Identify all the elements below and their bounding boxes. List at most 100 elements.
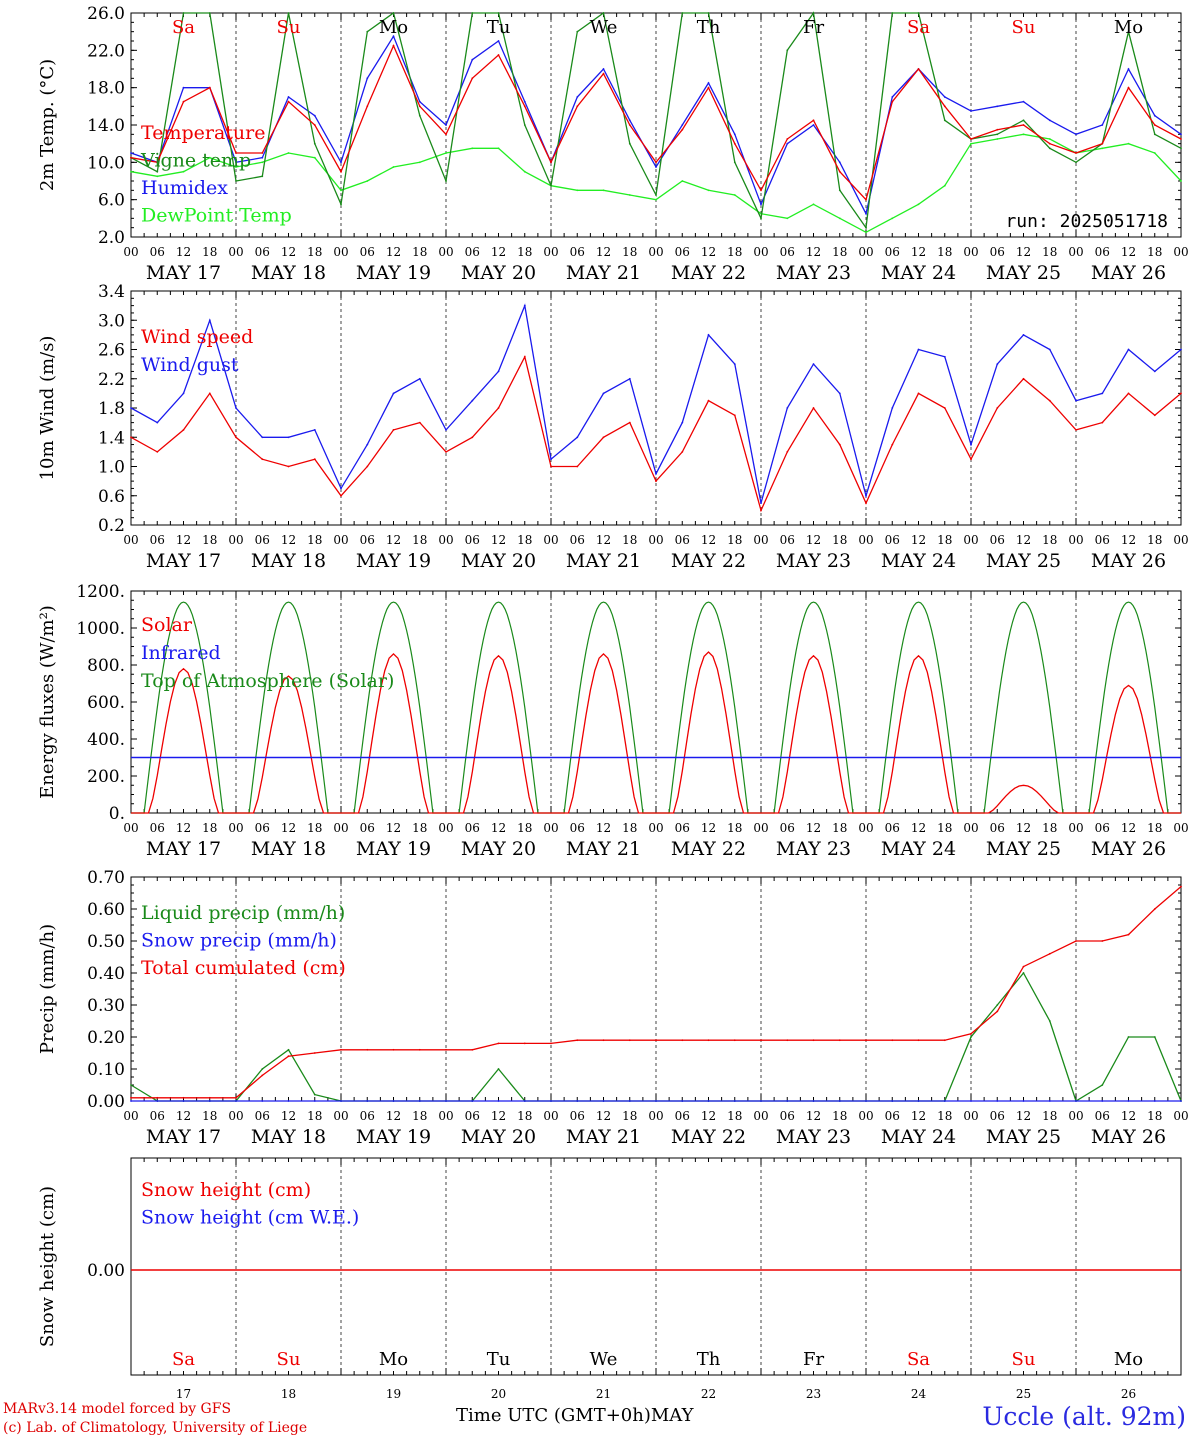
- series-snow-precip-point: [943, 1100, 946, 1102]
- series-vigne-temp-point: [523, 124, 526, 126]
- y-tick-label: 6.0: [98, 191, 125, 211]
- y-tick-label: 3.0: [98, 311, 125, 331]
- series-wind-speed-point: [602, 436, 605, 439]
- hour-tick-label: 18: [727, 1109, 742, 1123]
- series-wind-gust-point: [943, 355, 946, 358]
- hour-tick-label: 00: [333, 821, 348, 835]
- hour-tick-label: 18: [622, 245, 637, 259]
- date-label: MAY 24: [881, 1126, 956, 1148]
- series-humidex-point: [471, 58, 474, 61]
- series-vigne-temp-point: [602, 12, 605, 14]
- series-liquid-precip-point: [1022, 972, 1025, 974]
- series-snow-precip-point: [392, 1100, 395, 1102]
- hour-tick-label: 12: [701, 533, 716, 547]
- hour-tick-label: 12: [911, 245, 926, 259]
- series-total-cumulated-point: [313, 1052, 316, 1054]
- series-dewpoint-temp-point: [340, 189, 342, 192]
- date-label: MAY 20: [461, 550, 536, 572]
- series-vigne-temp-point: [1153, 133, 1156, 136]
- legend-entry: Snow height (cm): [141, 1179, 311, 1201]
- series-vigne-temp-point: [392, 12, 395, 14]
- series-wind-speed-point: [523, 355, 526, 358]
- date-label: MAY 26: [1091, 1126, 1166, 1148]
- legend-entry: Solar: [141, 614, 193, 636]
- hour-tick-label: 12: [176, 821, 191, 835]
- date-label: MAY 23: [776, 1126, 851, 1148]
- series-total-cumulated-point: [865, 1039, 867, 1042]
- series-snow-precip-point: [576, 1100, 579, 1102]
- hour-tick-label: 06: [1095, 533, 1110, 547]
- hour-tick-label: 06: [1095, 245, 1110, 259]
- hour-tick-label: 06: [465, 533, 480, 547]
- series-wind-gust-point: [1048, 348, 1051, 351]
- series-temperature-point: [340, 170, 342, 173]
- series-total-cumulated-point: [235, 1096, 237, 1099]
- hour-tick-label: 00: [963, 1109, 978, 1123]
- series-dewpoint-temp-point: [523, 170, 526, 173]
- hour-tick-label: 18: [1147, 821, 1162, 835]
- hour-tick-label: 00: [753, 821, 768, 835]
- hour-tick-label: 12: [491, 1109, 506, 1123]
- series-wind-speed-point: [1048, 399, 1051, 402]
- series-vigne-temp-point: [943, 119, 946, 122]
- hour-tick-label: 12: [491, 533, 506, 547]
- hour-axis-labels: 00 06 12 18 00 06 12 18 00 06 12 18 00 06 12 18 00 06 12 18…: [123, 1109, 1188, 1148]
- series-wind-speed-point: [996, 407, 999, 409]
- series-temperature-point: [1048, 142, 1051, 145]
- legend-entry: DewPoint Temp: [141, 205, 292, 227]
- series-dewpoint-temp-point: [602, 189, 605, 192]
- date-label: MAY 21: [566, 262, 641, 284]
- series-snow-precip-point: [208, 1100, 211, 1102]
- series-humidex-point: [996, 105, 999, 108]
- hour-tick-label: 18: [1147, 1109, 1162, 1123]
- hour-tick-label: 12: [911, 1109, 926, 1123]
- series-temperature-point: [733, 142, 736, 145]
- series-vigne-temp-point: [208, 12, 211, 14]
- hour-tick-label: 12: [1016, 821, 1031, 835]
- hour-tick-label: 18: [1042, 821, 1057, 835]
- series-snow-precip-point: [681, 1100, 684, 1102]
- series-temperature-point: [235, 152, 237, 154]
- hour-tick-label: 12: [1121, 1109, 1136, 1123]
- hour-tick-label: 06: [990, 1109, 1005, 1123]
- hour-tick-label: 12: [176, 533, 191, 547]
- hour-tick-label: 00: [543, 245, 558, 259]
- y-axis-title: Precip (mm/h): [37, 924, 58, 1054]
- date-label: MAY 24: [881, 838, 956, 860]
- series-wind-speed-point: [681, 451, 684, 453]
- series-wind-gust-point: [130, 407, 132, 409]
- y-tick-label: 2.0: [98, 228, 125, 248]
- series-humidex-point: [602, 68, 605, 70]
- series-wind-gust-point: [471, 399, 474, 402]
- series-humidex-point: [865, 212, 867, 215]
- hour-tick-label: 06: [150, 1109, 165, 1123]
- hour-tick-label: 00: [123, 533, 138, 547]
- weekday-label: Su: [277, 17, 301, 38]
- weekday-label: Su: [1012, 17, 1036, 38]
- series-snow-precip-point: [1075, 1100, 1077, 1102]
- date-label: MAY 23: [776, 550, 851, 572]
- series-total-cumulated-point: [1153, 908, 1156, 910]
- series-vigne-temp-point: [707, 12, 710, 14]
- series-temperature-point: [655, 161, 657, 164]
- hour-tick-label: 18: [307, 1109, 322, 1123]
- weekday-label: We: [590, 1349, 618, 1370]
- series-temperature-point: [812, 119, 815, 122]
- series-wind-gust-point: [733, 363, 736, 365]
- hour-tick-label: 18: [622, 821, 637, 835]
- series-liquid-precip-point: [130, 1084, 132, 1086]
- hour-tick-label: 06: [360, 245, 375, 259]
- series-wind-speed-point: [497, 407, 500, 409]
- day-number: 19: [386, 1387, 401, 1401]
- series-dewpoint-temp-point: [235, 166, 237, 168]
- date-label: MAY 18: [251, 262, 326, 284]
- series-humidex-point: [497, 40, 500, 42]
- hour-tick-label: 00: [858, 1109, 873, 1123]
- hour-tick-label: 12: [701, 1109, 716, 1123]
- series-liquid-precip-point: [1101, 1084, 1104, 1086]
- hour-tick-label: 12: [281, 533, 296, 547]
- hour-tick-label: 00: [753, 1109, 768, 1123]
- hour-tick-label: 12: [806, 821, 821, 835]
- date-label: MAY 18: [251, 838, 326, 860]
- series-dewpoint-temp-point: [1153, 152, 1156, 154]
